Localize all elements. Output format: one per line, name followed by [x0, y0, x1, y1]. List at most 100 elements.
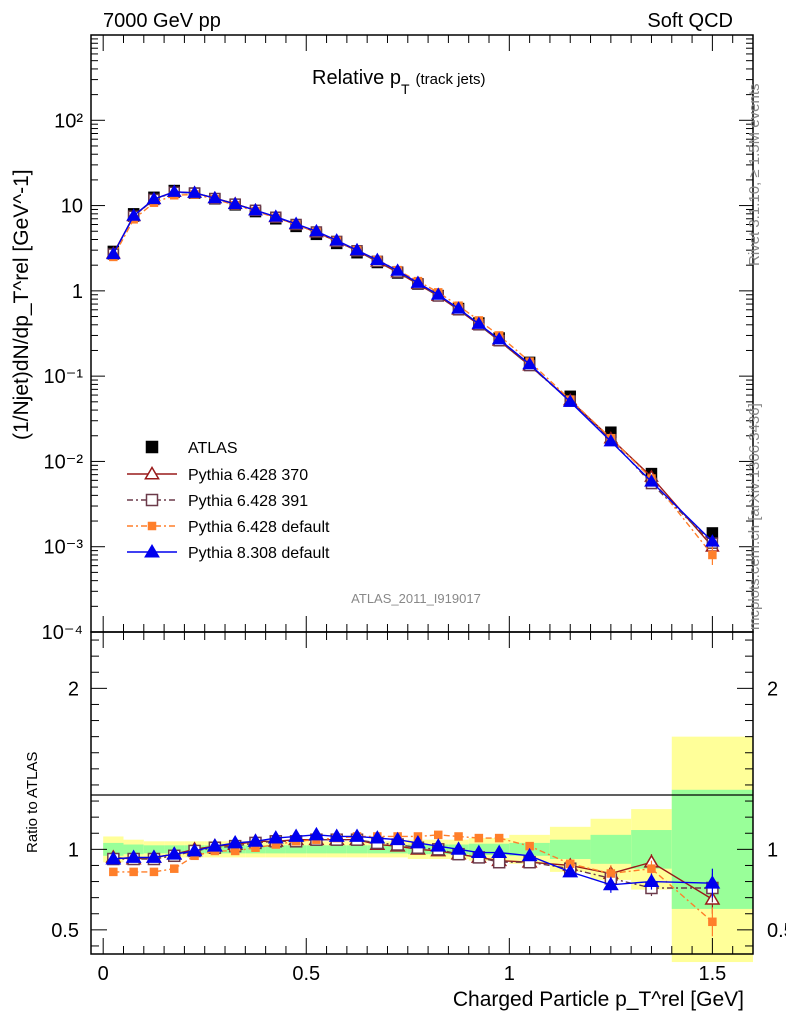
- main-point: [329, 233, 345, 246]
- ratio-point: [149, 867, 159, 877]
- main-point: [705, 534, 720, 547]
- x-axis-label-text: Charged Particle p_T^rel [GeV]: [452, 988, 744, 1011]
- ratio-point: [602, 876, 619, 891]
- ratio-panel: 0.5 0.5 1 1 2 2 0 0.5 1 1.5: [51, 631, 786, 985]
- main-point: [288, 216, 304, 229]
- legend-label: Pythia 6.428 default: [188, 519, 330, 536]
- ratio-point: [562, 863, 579, 878]
- ratio-point: [267, 830, 284, 844]
- ratio-point: [129, 867, 138, 877]
- ratio-band-stat: [326, 845, 347, 854]
- ratio-point: [288, 828, 305, 842]
- main-point: [410, 275, 426, 288]
- main-point: [126, 208, 141, 221]
- main-series-line: [112, 191, 713, 544]
- main-point: [491, 331, 507, 345]
- x-tick-labels: 0 0.5 1 1.5: [98, 963, 727, 985]
- ratio-y-tick-labels: 0.5 0.5 1 1 2 2: [51, 678, 786, 942]
- plot-title: Relative pT (track jets): [312, 67, 486, 97]
- x-tick-label: 1: [504, 963, 515, 985]
- main-y-tick-label: 10⁻¹: [44, 366, 84, 388]
- main-point: [349, 242, 365, 256]
- plot-title-extra: (track jets): [416, 71, 486, 88]
- legend-label: Pythia 6.428 370: [188, 467, 308, 484]
- ratio-point: [230, 846, 240, 856]
- ratio-point: [166, 846, 183, 860]
- main-point: [451, 301, 466, 314]
- ratio-point: [474, 833, 484, 843]
- x-axis-label: Charged Particle p_T^rel [GeV]: [453, 988, 744, 1012]
- ratio-point: [491, 844, 508, 859]
- main-y-tick-label: 10⁻⁴: [42, 622, 83, 644]
- legend-marker: [145, 440, 159, 454]
- main-point: [248, 202, 263, 216]
- header-right: Soft QCD: [647, 10, 733, 32]
- ratio-point: [109, 867, 118, 877]
- ratio-frame: [90, 631, 754, 955]
- ratio-band-stat: [306, 845, 327, 854]
- ratio-band-stat: [103, 842, 124, 856]
- ratio-point: [369, 830, 386, 844]
- legend-marker: [144, 544, 160, 558]
- main-y-axis-label-text: (1/Njet)dN/dp_T^rel [GeV^-1]: [10, 169, 33, 440]
- header-left: 7000 GeV pp: [103, 10, 221, 32]
- ratio-band-stat: [346, 845, 368, 854]
- main-point: [309, 223, 324, 237]
- ratio-point: [186, 843, 203, 857]
- ratio-point: [454, 832, 463, 841]
- ratio-point: [643, 873, 660, 888]
- ratio-point: [470, 844, 487, 859]
- ratio-y-tick-label: 1: [68, 839, 79, 861]
- main-point: [603, 433, 619, 447]
- legend-label: ATLAS: [188, 440, 238, 457]
- main-point: [166, 184, 182, 197]
- legend: ATLAS Pythia 6.428 370 Pythia 6.428 391 Pyt…: [127, 440, 330, 562]
- ratio-point: [349, 828, 365, 842]
- main-frame: [90, 34, 754, 633]
- ratio-point: [492, 855, 506, 869]
- ratio-point: [328, 828, 345, 842]
- plot-title-sub: T: [401, 81, 410, 97]
- legend-label: Pythia 6.428 391: [188, 493, 308, 510]
- main-series-line: [112, 191, 713, 543]
- main-point: [522, 356, 537, 370]
- ratio-band-stat: [123, 844, 144, 855]
- ratio-point: [704, 875, 721, 889]
- x-tick-label: 0: [98, 963, 109, 985]
- ratio-point: [146, 849, 162, 863]
- legend-marker: [147, 521, 157, 531]
- main-point: [146, 191, 162, 205]
- analysis-id: ATLAS_2011_I919017: [351, 591, 481, 606]
- ratio-point: [494, 833, 504, 843]
- ratio-series: [105, 826, 721, 898]
- ratio-point: [105, 851, 122, 865]
- ratio-ticks: [91, 632, 754, 954]
- ratio-y-tick-label: 0.5: [51, 920, 79, 942]
- legend-entry: Pythia 8.308 default: [127, 544, 330, 562]
- legend-label: Pythia 8.308 default: [188, 545, 330, 562]
- legend-entry: Pythia 6.428 391: [127, 493, 308, 510]
- ratio-y-tick-label-right: 0.5: [767, 920, 786, 942]
- main-point: [644, 474, 659, 487]
- ratio-point: [708, 917, 717, 927]
- legend-marker: [145, 493, 159, 507]
- ratio-band-stat: [549, 839, 591, 860]
- ratio-point: [125, 849, 142, 863]
- main-y-tick-labels: 10⁻⁴ 10⁻³ 10⁻² 10⁻¹ 1 10 10²: [42, 110, 84, 644]
- legend-entry: Pythia 6.428 370: [127, 466, 308, 484]
- ratio-y-axis-label: Ratio to ATLAS: [24, 752, 41, 853]
- main-y-tick-label: 1: [72, 281, 83, 303]
- legend-marker: [144, 466, 160, 480]
- main-point: [370, 252, 385, 266]
- ratio-band-stat: [285, 845, 307, 854]
- side-mcplots-text: mcplots.cern.ch [arXiv:1306.3436]: [746, 403, 763, 630]
- main-y-tick-label: 10⁻²: [44, 451, 84, 473]
- ratio-point: [647, 864, 656, 873]
- main-y-tick-label: 10: [61, 196, 83, 218]
- main-series: [106, 184, 720, 547]
- ratio-point: [170, 864, 179, 873]
- ratio-point: [433, 830, 443, 840]
- main-point: [390, 263, 405, 276]
- main-ticks: [91, 35, 754, 633]
